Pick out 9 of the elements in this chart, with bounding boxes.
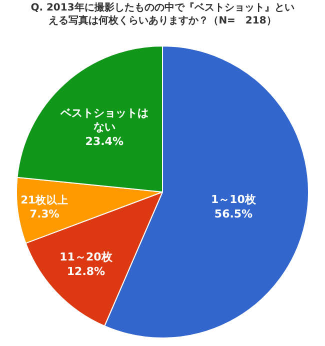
data-label: 56.5% — [214, 207, 253, 220]
slice-label: ベストショットはない — [59, 106, 148, 134]
slice-label: 11～20枚 — [60, 250, 114, 264]
slice-label: 1～10枚 — [211, 193, 257, 206]
data-label: 7.3% — [30, 208, 60, 221]
slice-label: 21枚以上 — [20, 194, 68, 207]
data-label: 23.4% — [85, 134, 124, 148]
data-label: 12.8% — [66, 264, 106, 278]
chart-title: Q. 2013年に撮影したものの中で『ベストショット』といえる写真は何枚くらいありますか？（N= 218） — [30, 1, 294, 26]
